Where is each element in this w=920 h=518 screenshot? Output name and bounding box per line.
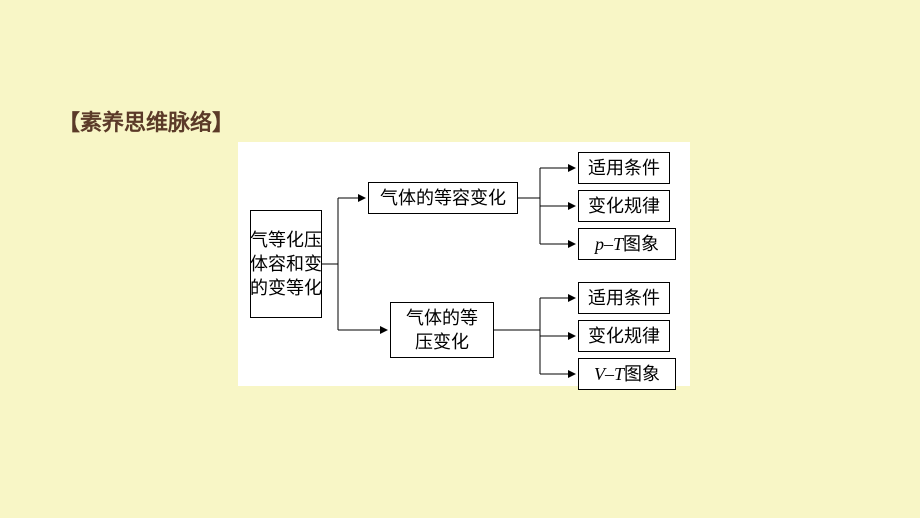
- node-isochoric: 气体的等容变化: [368, 182, 518, 214]
- flowchart-diagram: 气体的等容变化和等压变化 气体的等容变化 气体的等压变化 适用条件 变化规律 p…: [238, 142, 690, 386]
- node-b3-vt-graph: V – T图象: [578, 358, 676, 390]
- bracket-mid1: [518, 168, 540, 244]
- node-b1-conditions: 适用条件: [578, 282, 670, 314]
- node-a1-conditions: 适用条件: [578, 152, 670, 184]
- node-root: 气体的等容变化和等压变化: [250, 210, 322, 318]
- node-a2-law: 变化规律: [578, 190, 670, 222]
- bracket-mid2: [494, 298, 540, 374]
- page-title: 【素养思维脉络】: [58, 105, 234, 137]
- node-b2-law: 变化规律: [578, 320, 670, 352]
- bracket-root: [322, 198, 338, 330]
- node-a3-pt-graph: p – T图象: [578, 228, 676, 260]
- node-isobaric: 气体的等压变化: [390, 302, 494, 358]
